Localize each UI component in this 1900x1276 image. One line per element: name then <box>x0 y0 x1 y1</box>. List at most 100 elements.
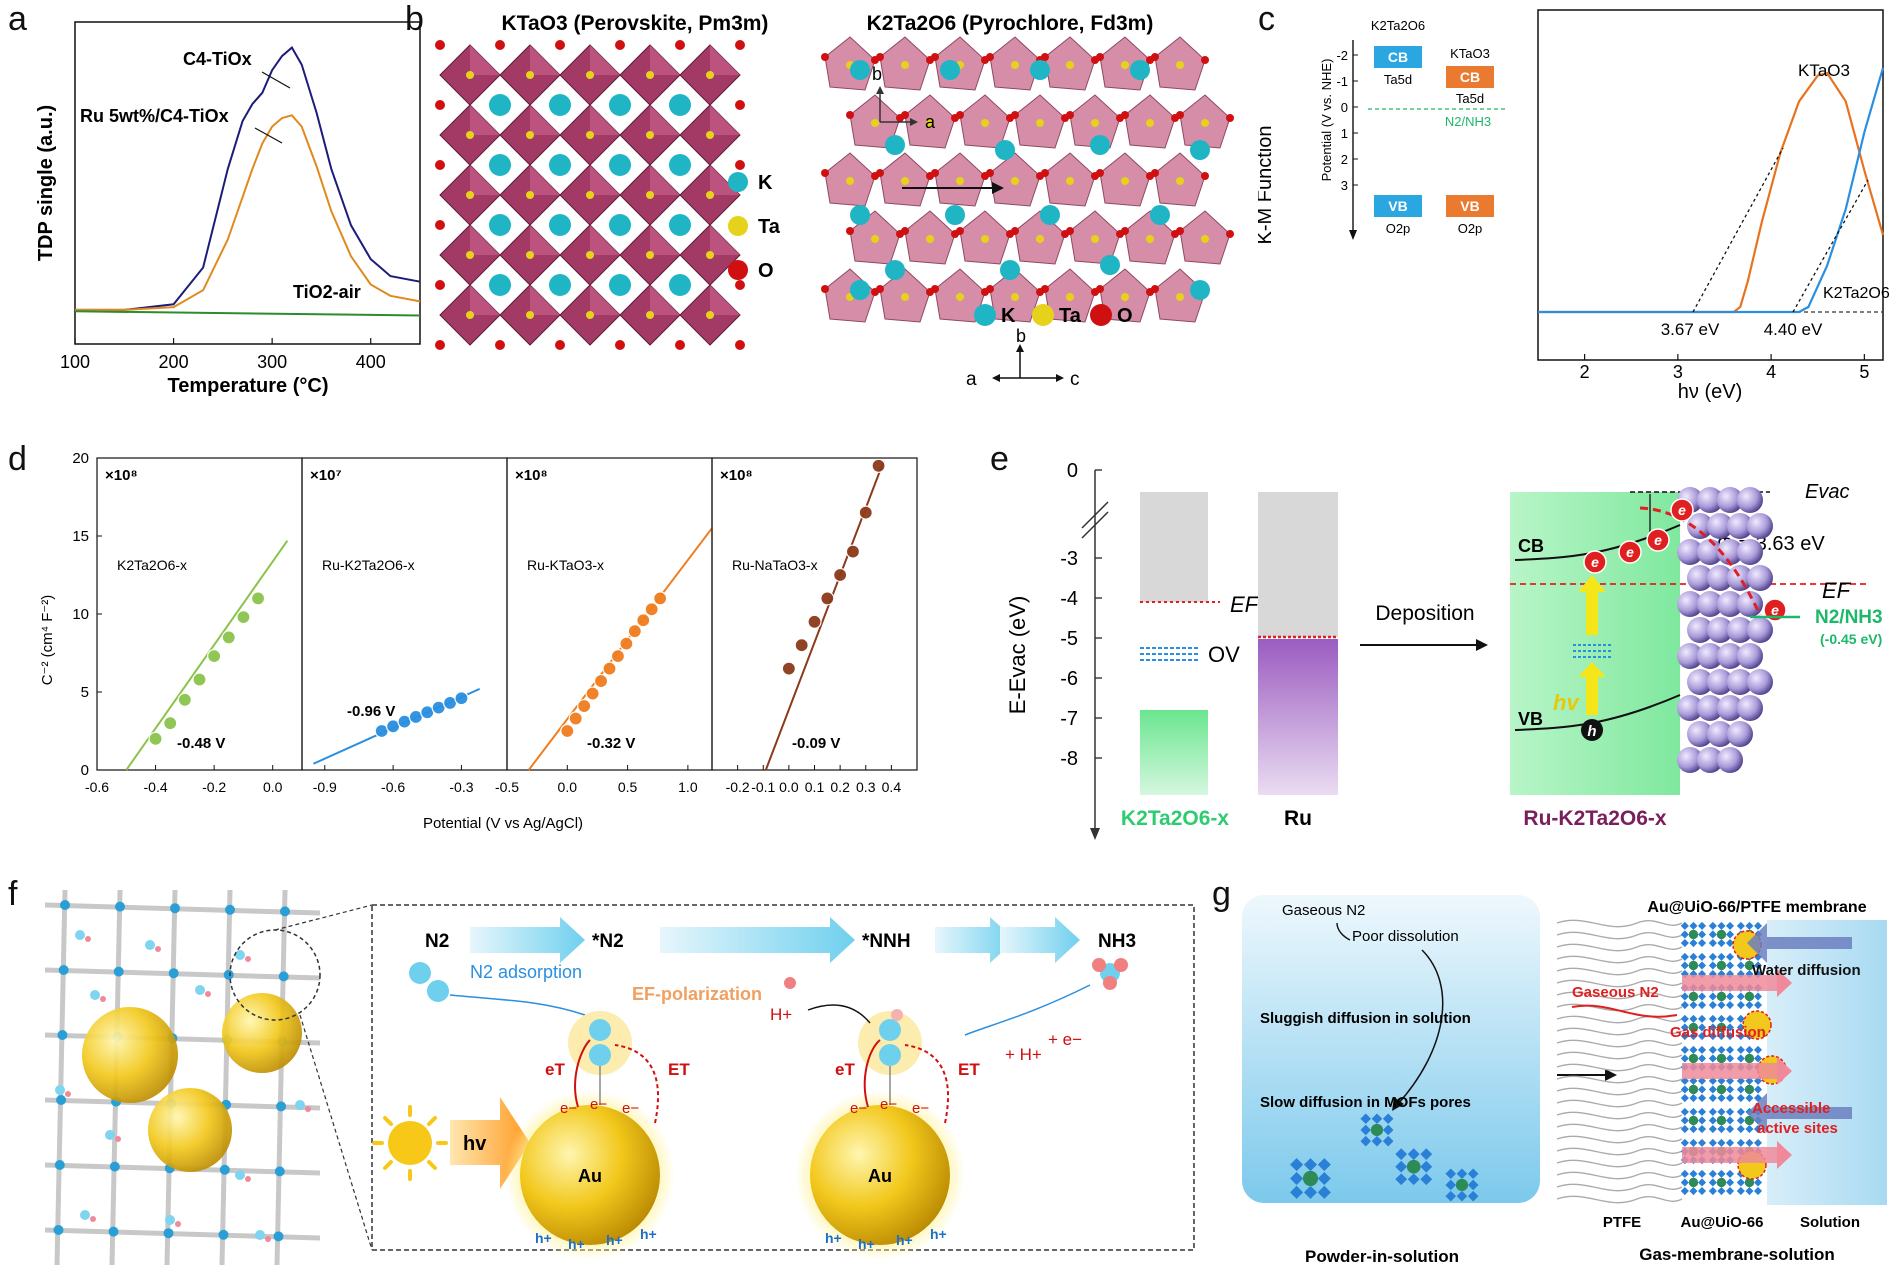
ta-atom-icon <box>1121 293 1129 301</box>
mof-node-icon <box>1697 961 1707 970</box>
evac-label: Evac <box>1805 481 1849 503</box>
mof-node-icon <box>1697 952 1707 961</box>
node-icon <box>225 904 235 915</box>
ta-atom-icon <box>706 251 714 259</box>
ru-lower-block <box>1258 639 1338 795</box>
o-atom-icon <box>435 340 445 350</box>
y-tick-label: 15 <box>72 528 89 545</box>
o-atom-icon <box>1151 285 1159 293</box>
k-atom-icon <box>549 214 571 236</box>
edge-k2ta2o6: 4.40 eV <box>1764 320 1823 339</box>
ef-polarization-label: EF-polarization <box>632 984 762 1004</box>
sample-name: Ru-K2Ta2O6-x <box>322 557 415 573</box>
o-atom-icon <box>735 100 745 110</box>
diffusion-arrow-icon <box>1392 1097 1404 1111</box>
n2nh3-label: N2/NH3 <box>1445 114 1491 129</box>
ta-atom-icon <box>1201 235 1209 243</box>
data-point <box>192 672 207 687</box>
ru-atom-icon <box>1707 721 1733 747</box>
x-tick-label: -0.6 <box>85 779 109 795</box>
x-tick-label: -0.2 <box>202 779 226 795</box>
electron-label: e <box>1591 554 1599 570</box>
data-point <box>207 649 222 664</box>
octahedron-face <box>470 165 500 195</box>
axis-b2-label: b <box>1016 326 1026 346</box>
mof-node-icon <box>1697 1045 1707 1054</box>
mof-node-icon <box>1736 961 1745 970</box>
deposition-arrow-icon <box>1476 639 1488 651</box>
legend-k-label: K <box>758 172 773 194</box>
mof-unit-icon <box>1708 1107 1735 1134</box>
intercept-label: -0.32 V <box>587 735 635 752</box>
deposition-label: Deposition <box>1375 602 1474 625</box>
ta-atom-icon <box>981 235 989 243</box>
legend-ta-label: Ta <box>758 216 781 238</box>
h-in-pore-icon <box>205 991 211 997</box>
y-tick-label: 10 <box>72 606 89 623</box>
inset-right-title: KTaO3 <box>1450 46 1490 61</box>
data-point <box>820 591 835 606</box>
ptfe-fiber <box>1556 1027 1683 1036</box>
o-atom-icon <box>986 285 994 293</box>
arrow-c4 <box>261 71 291 89</box>
mof-node-icon <box>1697 1000 1707 1010</box>
ru-atom-icon <box>1687 617 1713 643</box>
o-atom-icon <box>1151 53 1159 61</box>
electron-label: e <box>1771 602 1779 618</box>
ru-atom-icon <box>1727 669 1753 695</box>
n2-in-pore-icon <box>90 990 100 1000</box>
electron-label: e <box>1678 502 1686 518</box>
ru-atom-icon <box>1707 617 1733 643</box>
mof-unit-icon <box>1708 1076 1735 1103</box>
ta-atom-icon <box>1011 293 1019 301</box>
mof-framework <box>44 889 321 1266</box>
data-point <box>250 591 266 606</box>
n2nh3-label: N2/NH3 <box>1815 607 1883 628</box>
strut-h <box>44 967 321 981</box>
o-atom-icon <box>986 169 994 177</box>
ptfe-fiber <box>1556 1111 1683 1120</box>
octahedron-face <box>470 45 500 75</box>
ta-atom-icon <box>1091 235 1099 243</box>
mof-node-icon <box>1753 1000 1763 1010</box>
panel-label-e: e <box>990 440 1009 478</box>
edge-ktao3: 3.67 eV <box>1661 320 1720 339</box>
node-icon <box>56 1095 67 1105</box>
o-atom-icon <box>1011 111 1019 119</box>
mof-core-icon <box>1406 1159 1421 1174</box>
o-atom-icon <box>435 220 445 230</box>
mof-unit-icon <box>1680 952 1707 979</box>
mof-core-icon <box>1716 1022 1727 1033</box>
o-atom-icon <box>876 285 884 293</box>
mof-node-icon <box>1745 1186 1754 1196</box>
mof-node-icon <box>1697 1093 1707 1103</box>
ta-atom-icon <box>526 251 534 259</box>
poor-arrow <box>1336 922 1351 941</box>
mof-core-icon <box>1688 929 1699 940</box>
mof-node-icon <box>1708 1045 1717 1054</box>
strut-h <box>44 902 321 916</box>
ta-atom-icon <box>586 311 594 319</box>
mof-node-icon <box>1736 1116 1745 1125</box>
label-nh3: NH3 <box>1098 931 1136 952</box>
legend-ta-icon <box>728 216 748 236</box>
o-atom-icon <box>846 111 854 119</box>
inset-left-title: K2Ta2O6 <box>1371 18 1425 33</box>
node-icon <box>280 906 290 917</box>
axis-break-1 <box>1081 501 1109 529</box>
node-icon <box>163 1228 174 1239</box>
mof-node-icon <box>1753 992 1763 1001</box>
mof-core-icon <box>1716 960 1727 971</box>
y-tick-label: 5 <box>81 684 89 701</box>
k2-cb-block <box>1140 492 1208 602</box>
mof-unit-icon <box>1680 1076 1707 1103</box>
mof-node-icon <box>1725 1169 1735 1178</box>
node-icon <box>109 1161 120 1172</box>
ru-atom-icon <box>1747 617 1773 643</box>
y-ticks: 0 5 10 15 20 <box>72 450 102 779</box>
x-axis-label: Potential (V vs Ag/AgCl) <box>423 815 583 832</box>
panel-d-charts: C⁻² (cm⁴ F⁻²) 0 5 10 15 20 -0.6 -0.4 -0.2 0.0 ×1… <box>39 450 918 832</box>
axis-break-2 <box>1081 511 1109 539</box>
ta-atom-icon <box>586 191 594 199</box>
